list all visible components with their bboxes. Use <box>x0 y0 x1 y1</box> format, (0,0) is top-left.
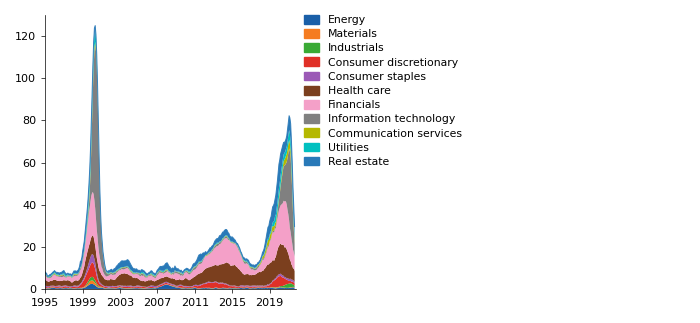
Legend: Energy, Materials, Industrials, Consumer discretionary, Consumer staples, Health: Energy, Materials, Industrials, Consumer… <box>304 15 461 167</box>
